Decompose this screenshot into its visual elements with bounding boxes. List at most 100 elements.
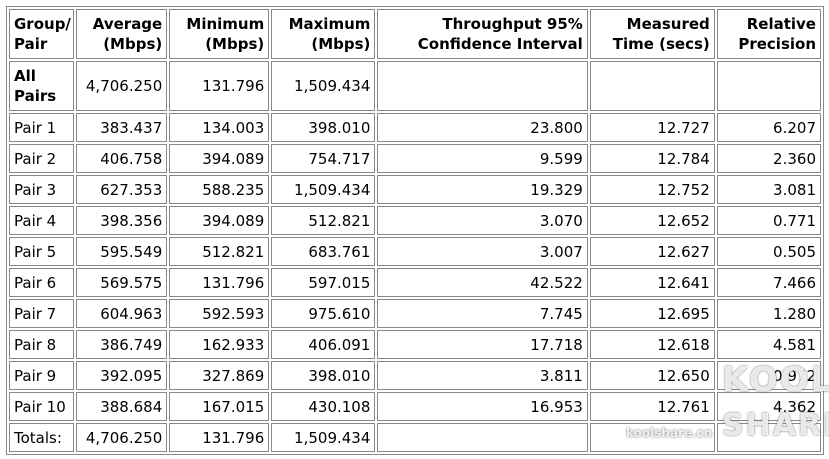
table-cell: 7.466 (716, 268, 821, 297)
table-cell: 1,509.434 (271, 175, 376, 204)
table-row: Pair 5 595.549 512.821 683.761 3.007 12.627 0.… (9, 237, 821, 266)
table-cell: Pair 2 (9, 144, 74, 173)
table-cell: 1,509.434 (271, 423, 376, 452)
table-cell: 398.356 (75, 206, 168, 235)
table-cell: 683.761 (271, 237, 376, 266)
table-body: All Pairs 4,706.250 131.796 1,509.434 Pair 1… (9, 61, 821, 452)
table-cell: 12.618 (589, 330, 715, 359)
table-cell: 16.953 (377, 392, 588, 421)
table-cell: 569.575 (75, 268, 168, 297)
table-cell: 512.821 (271, 206, 376, 235)
table-cell: 4,706.250 (75, 423, 168, 452)
table-cell: 42.522 (377, 268, 588, 297)
table-cell: 12.652 (589, 206, 715, 235)
table-cell: 12.695 (589, 299, 715, 328)
table-cell: 975.610 (271, 299, 376, 328)
table-cell: 597.015 (271, 268, 376, 297)
table-cell: 3.070 (377, 206, 588, 235)
table-row: Pair 2 406.758 394.089 754.717 9.599 12.784 2.… (9, 144, 821, 173)
table-cell: 388.684 (75, 392, 168, 421)
table-row: All Pairs 4,706.250 131.796 1,509.434 (9, 61, 821, 111)
table-cell: 627.353 (75, 175, 168, 204)
table-cell: 386.749 (75, 330, 168, 359)
table-row: Pair 1 383.437 134.003 398.010 23.800 12.727 6… (9, 113, 821, 142)
table-cell: 131.796 (169, 268, 270, 297)
table-cell: 592.593 (169, 299, 270, 328)
table-cell: 9.599 (377, 144, 588, 173)
table-cell (377, 423, 588, 452)
table-cell: 0.972 (716, 361, 821, 390)
table-cell: Totals: (9, 423, 74, 452)
column-header: Group/ Pair (9, 9, 74, 59)
column-header: Relative Precision (716, 9, 821, 59)
table-cell: 394.089 (169, 144, 270, 173)
table-cell: 430.108 (271, 392, 376, 421)
table-cell: Pair 1 (9, 113, 74, 142)
table-cell: 3.007 (377, 237, 588, 266)
table-cell: Pair 7 (9, 299, 74, 328)
column-header: Measured Time (secs) (589, 9, 715, 59)
table-cell: 394.089 (169, 206, 270, 235)
table-cell: 406.091 (271, 330, 376, 359)
column-header: Minimum (Mbps) (169, 9, 270, 59)
table-cell: 162.933 (169, 330, 270, 359)
header-row: Group/ Pair Average (Mbps) Minimum (Mbps) M… (9, 9, 821, 59)
table-cell: 23.800 (377, 113, 588, 142)
table-cell: 7.745 (377, 299, 588, 328)
table-cell: 1,509.434 (271, 61, 376, 111)
table-row: Pair 8 386.749 162.933 406.091 17.718 12.618 4… (9, 330, 821, 359)
table-cell: 383.437 (75, 113, 168, 142)
table-cell: 19.329 (377, 175, 588, 204)
table-cell: 327.869 (169, 361, 270, 390)
table-row: Pair 3 627.353 588.235 1,509.434 19.329 12.75… (9, 175, 821, 204)
table-cell: Pair 6 (9, 268, 74, 297)
table-cell: 398.010 (271, 361, 376, 390)
table-cell (589, 61, 715, 111)
table-cell: 134.003 (169, 113, 270, 142)
table-cell: 167.015 (169, 392, 270, 421)
table-cell: 17.718 (377, 330, 588, 359)
table-cell: 754.717 (271, 144, 376, 173)
table-cell: Pair 8 (9, 330, 74, 359)
table-cell: Pair 4 (9, 206, 74, 235)
table-cell: 6.207 (716, 113, 821, 142)
table-cell: 4.581 (716, 330, 821, 359)
table-cell: 398.010 (271, 113, 376, 142)
table-cell (589, 423, 715, 452)
table-cell: 12.627 (589, 237, 715, 266)
table-cell: All Pairs (9, 61, 74, 111)
table-cell: 12.784 (589, 144, 715, 173)
column-header: Throughput 95% Confidence Interval (377, 9, 588, 59)
results-table: Group/ Pair Average (Mbps) Minimum (Mbps) M… (6, 6, 824, 455)
table-cell: 3.081 (716, 175, 821, 204)
table-cell: 131.796 (169, 61, 270, 111)
table-cell: 12.641 (589, 268, 715, 297)
table-cell: 4,706.250 (75, 61, 168, 111)
table-cell: 131.796 (169, 423, 270, 452)
table-cell: 1.280 (716, 299, 821, 328)
table-cell: 595.549 (75, 237, 168, 266)
table-cell: 4.362 (716, 392, 821, 421)
table-cell (716, 61, 821, 111)
table-cell: 2.360 (716, 144, 821, 173)
table-cell: 12.761 (589, 392, 715, 421)
table-cell (377, 61, 588, 111)
table-cell: 604.963 (75, 299, 168, 328)
table-cell: 12.727 (589, 113, 715, 142)
column-header: Maximum (Mbps) (271, 9, 376, 59)
table-row: Pair 6 569.575 131.796 597.015 42.522 12.641 7… (9, 268, 821, 297)
table-cell: 0.771 (716, 206, 821, 235)
column-header: Average (Mbps) (75, 9, 168, 59)
table-cell: 406.758 (75, 144, 168, 173)
table-cell: Pair 10 (9, 392, 74, 421)
table-cell: 0.505 (716, 237, 821, 266)
table-cell: 392.095 (75, 361, 168, 390)
table-row: Pair 9 392.095 327.869 398.010 3.811 12.650 0.… (9, 361, 821, 390)
table-cell (716, 423, 821, 452)
table-row: Pair 4 398.356 394.089 512.821 3.070 12.652 0.… (9, 206, 821, 235)
table-row: Pair 7 604.963 592.593 975.610 7.745 12.695 1.… (9, 299, 821, 328)
table-row: Totals: 4,706.250 131.796 1,509.434 (9, 423, 821, 452)
table-row: Pair 10 388.684 167.015 430.108 16.953 12.761… (9, 392, 821, 421)
table-cell: 588.235 (169, 175, 270, 204)
